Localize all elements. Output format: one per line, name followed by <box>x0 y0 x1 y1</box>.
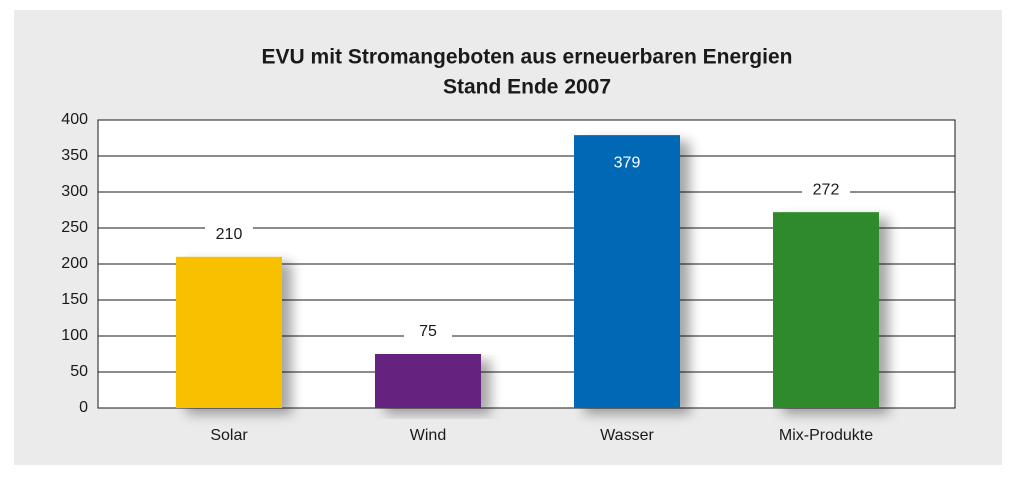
value-label: 379 <box>614 154 641 171</box>
y-tick-label: 150 <box>61 291 88 308</box>
label-bg <box>205 224 253 245</box>
y-tick-label: 250 <box>61 219 88 236</box>
x-tick-label: Mix-Produkte <box>779 427 873 444</box>
x-tick-label: Wind <box>410 427 446 444</box>
y-tick-label: 200 <box>61 255 88 272</box>
y-tick-label: 300 <box>61 183 88 200</box>
bar <box>773 212 879 408</box>
label-bg <box>404 322 452 342</box>
x-tick-label: Wasser <box>600 427 654 444</box>
y-tick-label: 100 <box>61 327 88 344</box>
x-tick-label: Solar <box>210 427 248 444</box>
value-label: 75 <box>419 323 437 340</box>
chart-subtitle: Stand Ende 2007 <box>443 76 611 99</box>
value-label: 210 <box>216 226 243 243</box>
y-tick-label: 50 <box>70 363 88 380</box>
bar <box>176 256 282 408</box>
bar <box>375 354 481 408</box>
y-tick-label: 350 <box>61 147 88 164</box>
label-bg <box>802 180 850 201</box>
bar <box>574 135 680 408</box>
value-label: 272 <box>813 181 840 198</box>
chart-title: EVU mit Stromangeboten aus erneuerbaren … <box>262 46 793 69</box>
y-tick-label: 0 <box>79 399 88 416</box>
y-tick-label: 400 <box>61 111 88 128</box>
